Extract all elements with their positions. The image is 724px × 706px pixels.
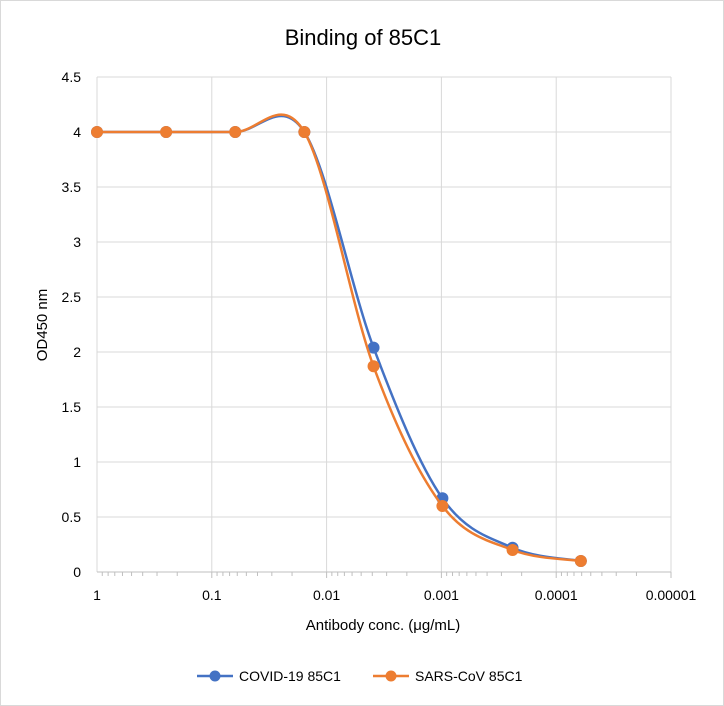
series-sars-cov-85c1 <box>91 113 587 567</box>
y-tick-label: 1.5 <box>62 399 82 415</box>
legend-marker <box>209 670 221 682</box>
x-tick-label: 0.001 <box>424 587 459 603</box>
legend-marker <box>385 670 397 682</box>
y-tick-label: 3 <box>73 234 81 250</box>
data-point <box>229 126 242 138</box>
legend-label: SARS-CoV 85C1 <box>415 668 523 684</box>
grid-layer <box>96 76 672 572</box>
data-point <box>506 544 519 556</box>
x-tick-label: 0.0001 <box>535 587 578 603</box>
series-line <box>97 114 582 563</box>
y-tick-label: 2 <box>73 344 81 360</box>
data-point <box>298 126 311 138</box>
y-tick-label: 0.5 <box>62 509 82 525</box>
y-tick-label: 4.5 <box>62 69 82 85</box>
y-tick-label: 1 <box>73 454 81 470</box>
x-tick-label: 0.00001 <box>646 587 697 603</box>
legend-item: SARS-CoV 85C1 <box>373 668 523 684</box>
x-tick-label: 0.1 <box>202 587 222 603</box>
x-tick-label: 1 <box>93 587 101 603</box>
axis-layer <box>97 571 672 578</box>
y-tick-label: 2.5 <box>62 289 82 305</box>
legend-label: COVID-19 85C1 <box>239 668 341 684</box>
x-tick-label: 0.01 <box>313 587 340 603</box>
data-point <box>367 360 380 373</box>
series-covid-19-85c1 <box>91 114 587 567</box>
y-tick-label: 3.5 <box>62 179 82 195</box>
data-point <box>160 126 173 138</box>
series-line <box>97 113 582 563</box>
legend-item: COVID-19 85C1 <box>197 668 341 684</box>
y-axis-title: OD450 nm <box>34 289 51 362</box>
label-layer: 0 0.5 1 1.5 2 2.5 3 3.5 4 4.5 1 0.1 0.01 0.001 0.0001 0… <box>62 69 697 603</box>
data-point <box>436 500 449 512</box>
series-layer <box>91 113 587 567</box>
y-tick-label: 4 <box>73 124 81 140</box>
data-point <box>574 555 587 567</box>
legend: COVID-19 85C1 SARS-CoV 85C1 <box>197 668 523 684</box>
y-tick-label: 0 <box>73 564 81 580</box>
x-axis-title: Antibody conc. (μg/mL) <box>306 617 461 634</box>
data-point <box>91 126 103 138</box>
chart-title: Binding of 85C1 <box>285 25 442 50</box>
